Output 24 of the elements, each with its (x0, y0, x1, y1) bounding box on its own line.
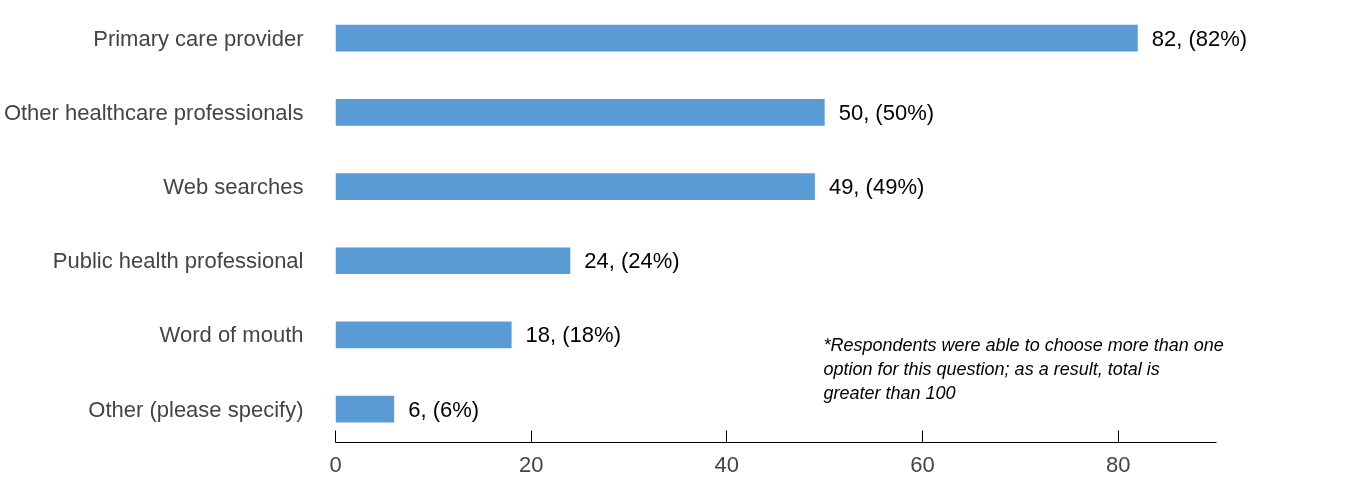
x-tick-label: 80 (1105, 451, 1131, 477)
bar (335, 173, 815, 200)
bar (335, 99, 825, 126)
bar (335, 247, 571, 275)
y-tick-label: Word of mouth (159, 322, 304, 348)
data-label: 24, (24%) (584, 248, 680, 274)
data-label: 18, (18%) (525, 322, 621, 348)
bar (335, 321, 512, 349)
y-tick-label: Other (please specify) (88, 396, 304, 422)
bar (335, 24, 1138, 52)
x-tick-label: 0 (329, 451, 342, 477)
x-tick-label: 20 (518, 451, 544, 477)
bar (335, 395, 395, 423)
data-label: 82, (82%) (1151, 25, 1248, 51)
y-tick-label: Other healthcare professionals (3, 99, 304, 125)
y-tick-label: Web searches (163, 174, 304, 200)
y-tick-label: Public health professional (52, 248, 304, 274)
y-tick-label: Primary care provider (93, 25, 304, 51)
data-label: 50, (50%) (838, 99, 935, 125)
x-tick-label: 40 (714, 451, 740, 477)
data-label: 49, (49%) (828, 174, 925, 200)
x-tick-label: 60 (910, 451, 935, 477)
data-label: 6, (6%) (408, 396, 480, 422)
annotation: *Respondents were able to choose more than one option for this question; as a result, total is greater than 100 (823, 334, 1224, 403)
